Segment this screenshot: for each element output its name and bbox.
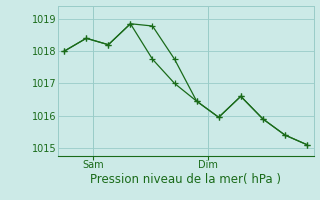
X-axis label: Pression niveau de la mer( hPa ): Pression niveau de la mer( hPa ) — [90, 173, 281, 186]
